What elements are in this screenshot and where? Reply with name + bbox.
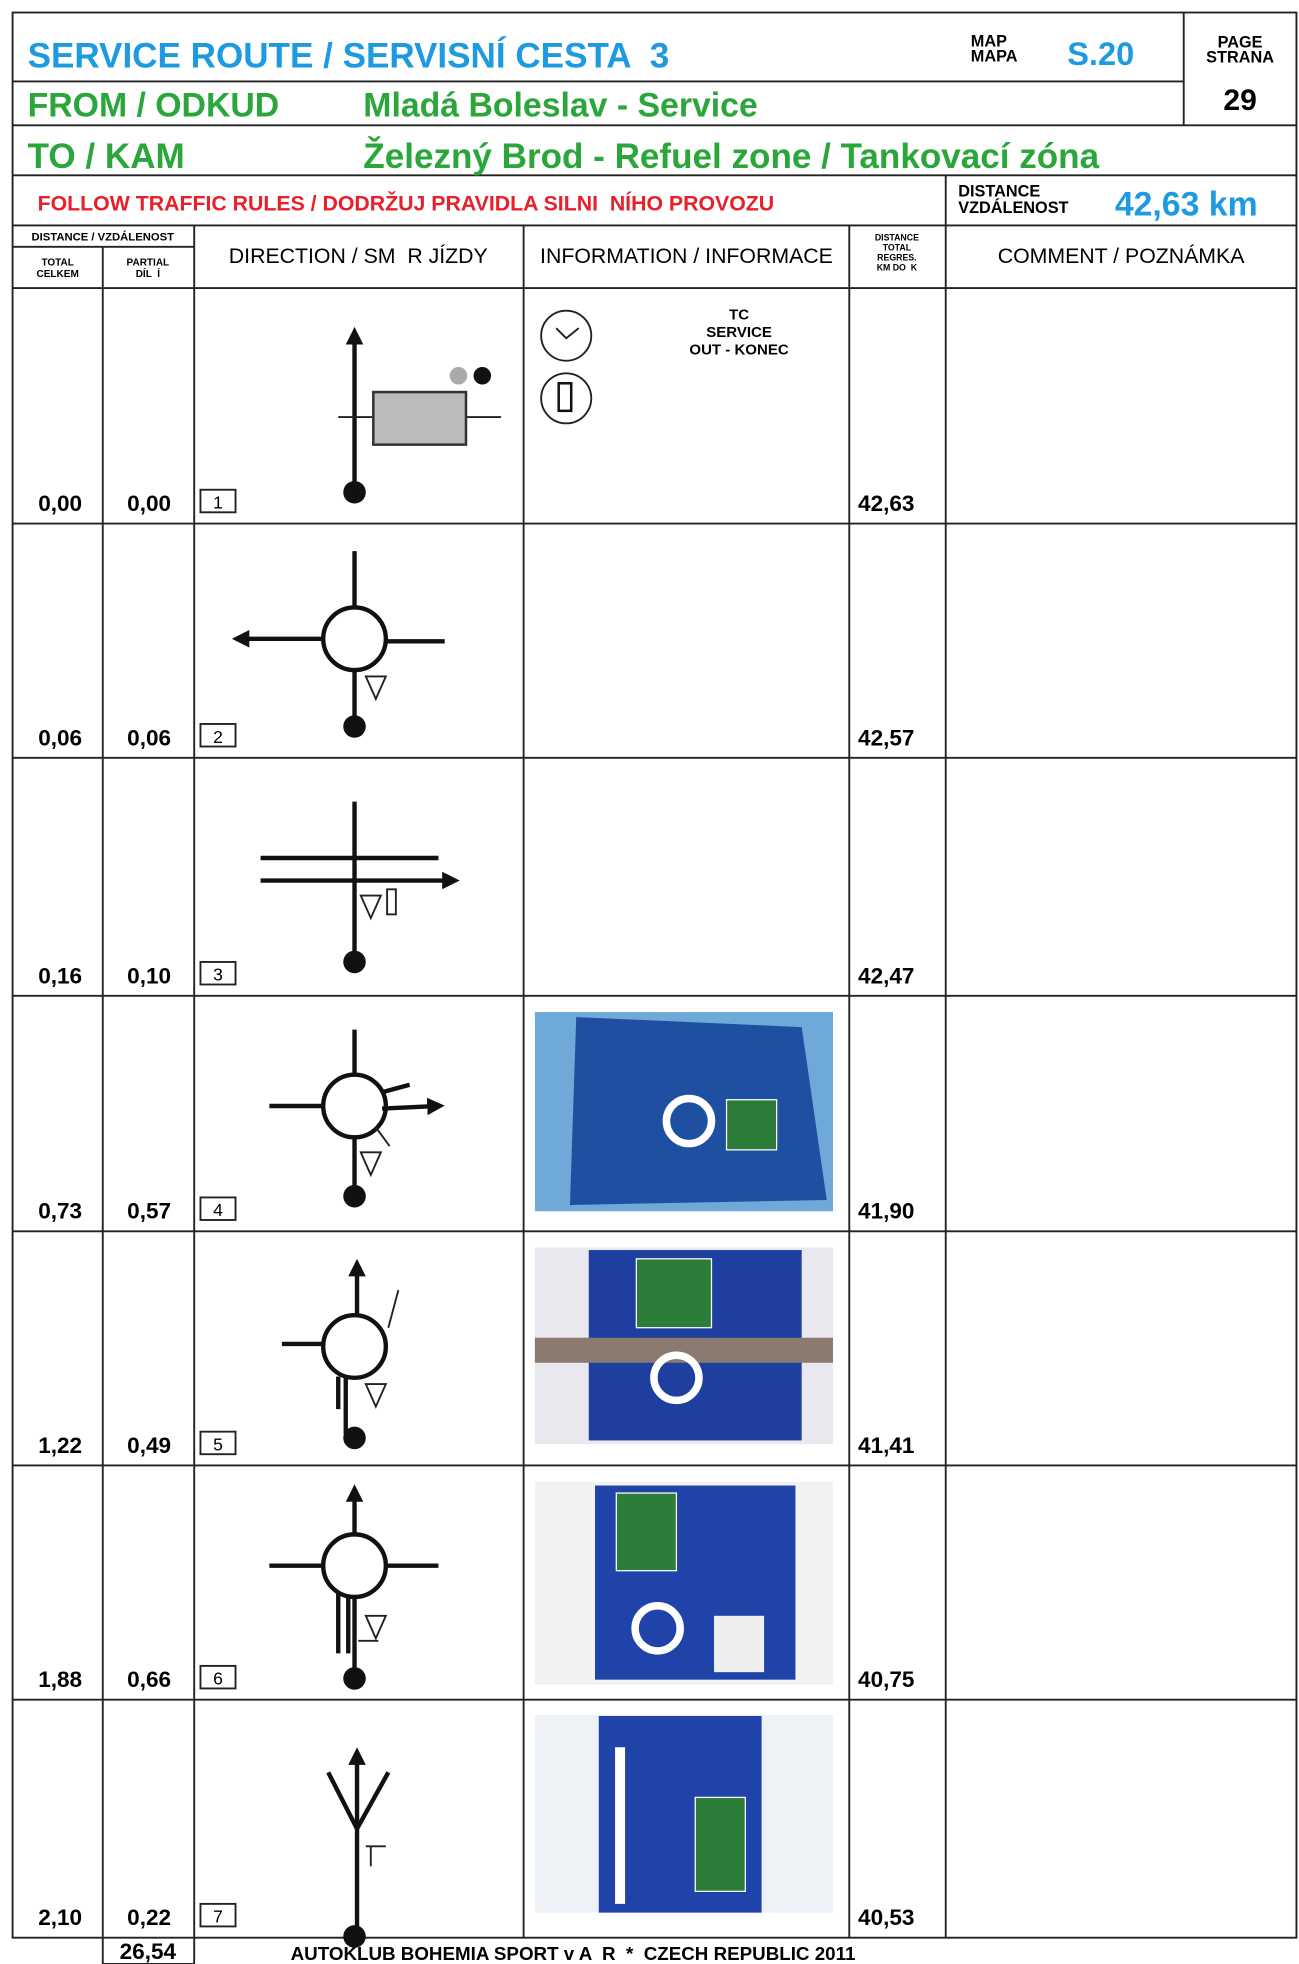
col-partial: DÍL Í [136, 267, 161, 280]
distance: 42,63 km [1115, 185, 1258, 223]
total: 2,10 [38, 1905, 82, 1930]
diagram-5 [281, 1258, 400, 1450]
remaining: 41,41 [858, 1433, 914, 1458]
sign-photos [534, 1012, 833, 1913]
number: 5 [213, 1434, 223, 1454]
number: 4 [213, 1200, 223, 1220]
remaining: 42,63 [858, 491, 914, 516]
col-remaining: KM DO K [877, 263, 918, 273]
page-total: 26,54 [120, 1939, 177, 1964]
partial: 0,10 [127, 963, 171, 988]
number-box [199, 1196, 237, 1221]
total: 0,73 [38, 1199, 82, 1224]
notice: FOLLOW TRAFFIC RULES / DODRŽUJ PRAVIDLA … [38, 190, 775, 215]
map-label: MAPA [971, 47, 1018, 65]
col-remaining: TOTAL [883, 243, 912, 253]
col-remaining: REGRES. [877, 253, 916, 263]
title: SERVICE ROUTE / SERVISNÍ CESTA 3 [28, 36, 670, 76]
total: 1,88 [38, 1667, 82, 1692]
page-label: PAGE [1218, 34, 1263, 52]
map-label: MAP [971, 32, 1007, 50]
distance-label: VZDÁLENOST [958, 198, 1068, 217]
number: 1 [213, 493, 223, 513]
partial: 0,66 [127, 1667, 171, 1692]
remaining: 42,47 [858, 963, 914, 988]
partial: 0,57 [127, 1199, 171, 1224]
remaining: 41,90 [858, 1199, 914, 1224]
map: S.20 [1067, 36, 1134, 72]
to: Železný Brod - Refuel zone / Tankovací z… [363, 136, 1099, 176]
col-distance: DISTANCE / VZDÁLENOST [32, 230, 175, 243]
number-box [199, 1902, 237, 1928]
remaining: 42,57 [858, 725, 914, 750]
partial: 0,06 [127, 725, 171, 750]
number-box [199, 1664, 237, 1690]
diagram-1 [338, 309, 593, 504]
number-box [199, 1430, 237, 1456]
frame [11, 11, 1298, 1964]
remaining: 40,53 [858, 1905, 914, 1930]
diagram-2 [231, 551, 445, 738]
col-total: CELKEM [37, 269, 79, 280]
number: 2 [213, 727, 223, 747]
col-comment: COMMENT / POZNÁMKA [998, 243, 1246, 268]
page: 29 [1223, 84, 1256, 117]
page-label: STRANA [1206, 49, 1274, 67]
partial: 0,00 [127, 491, 171, 516]
total: 0,06 [38, 725, 82, 750]
number-box [199, 723, 237, 748]
diagram-4 [269, 1029, 445, 1208]
col-remaining: DISTANCE [875, 232, 919, 242]
total: 1,22 [38, 1433, 82, 1458]
col-total: TOTAL [41, 258, 73, 269]
number-box [199, 961, 237, 986]
col-partial: PARTIAL [127, 258, 170, 269]
partial: 0,49 [127, 1433, 171, 1458]
diagram-6 [269, 1484, 439, 1690]
total: 0,16 [38, 963, 82, 988]
number: 3 [213, 965, 223, 985]
partial: 0,22 [127, 1905, 171, 1930]
col-direction: DIRECTION / SM R JÍZDY [229, 243, 488, 268]
diagram-3 [260, 801, 460, 974]
to-label: TO / KAM [28, 137, 185, 176]
info: TC [729, 306, 749, 323]
from: Mladá Boleslav - Service [363, 86, 757, 124]
number: 7 [213, 1907, 223, 1927]
col-information: INFORMATION / INFORMACE [540, 244, 833, 268]
diagram-7 [326, 1747, 391, 1948]
info: SERVICE [706, 324, 772, 341]
distance-label: DISTANCE [958, 183, 1040, 201]
from-label: FROM / ODKUD [28, 86, 280, 124]
footer-text: AUTOKLUB BOHEMIA SPORT v A R * CZECH REP… [291, 1943, 856, 1964]
number: 6 [213, 1669, 223, 1689]
total: 0,00 [38, 491, 82, 516]
remaining: 40,75 [858, 1667, 914, 1692]
info: OUT - KONEC [689, 341, 788, 358]
number-box [199, 488, 237, 514]
